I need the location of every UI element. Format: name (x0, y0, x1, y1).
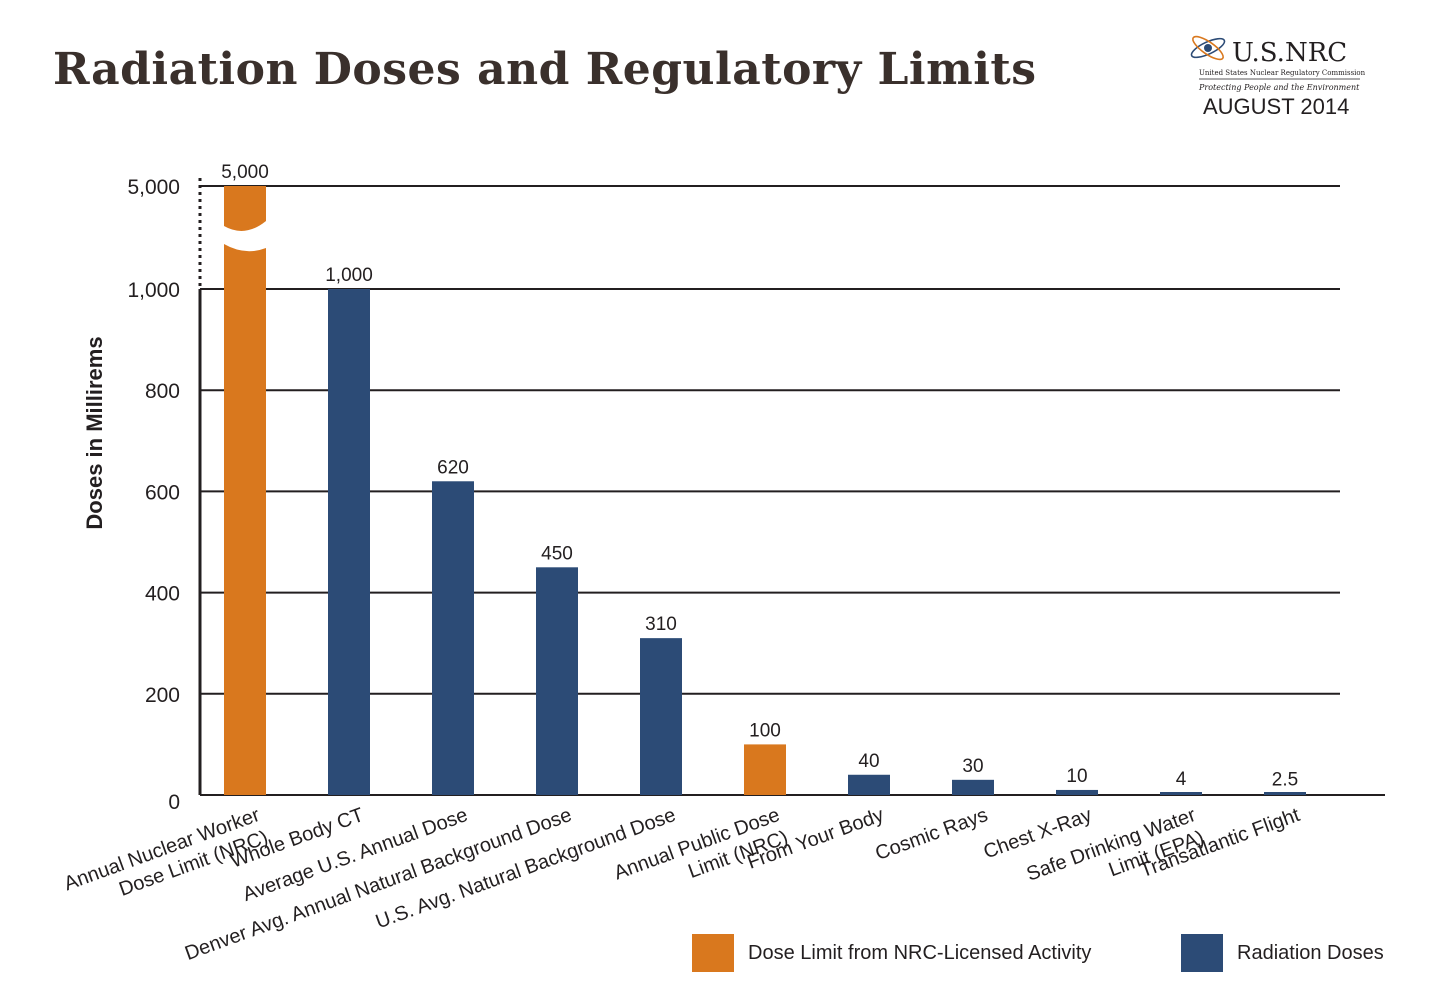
legend-swatch-dose (1181, 934, 1223, 972)
logo-date: AUGUST 2014 (1203, 94, 1349, 119)
logo-agency: United States Nuclear Regulatory Commiss… (1199, 69, 1366, 77)
value-label: 450 (541, 543, 573, 564)
bar-lower-segment (224, 244, 266, 795)
bar (1264, 792, 1306, 795)
bar (952, 779, 994, 795)
value-label: 620 (437, 457, 469, 478)
y-tick-label: 600 (145, 481, 180, 504)
logo-tagline: Protecting People and the Environment (1198, 83, 1360, 92)
y-tick-label: 1,000 (127, 279, 180, 302)
value-label: 310 (645, 614, 677, 635)
value-label: 10 (1066, 766, 1087, 787)
y-tick-label: 0 (168, 791, 180, 814)
bar (1056, 789, 1098, 795)
value-label: 40 (858, 751, 879, 772)
value-label: 2.5 (1272, 770, 1298, 791)
x-category-label: Cosmic Rays (872, 804, 990, 865)
y-tick-label: 400 (145, 583, 180, 606)
value-label: 30 (962, 756, 983, 777)
bar-upper-segment (224, 186, 266, 231)
y-axis-label: Doses in Millirems (82, 336, 107, 529)
value-label: 5,000 (221, 162, 269, 183)
gridlines (200, 185, 1340, 695)
x-category-labels: Annual Nuclear WorkerDose Limit (NRC)Who… (61, 804, 1303, 965)
bar (432, 481, 474, 795)
legend-label-dose: Radiation Doses (1237, 941, 1384, 964)
value-label: 1,000 (325, 265, 373, 286)
bar (536, 567, 578, 795)
bar (224, 186, 266, 795)
bar (640, 638, 682, 795)
value-label: 100 (749, 720, 781, 741)
logo-brand: U.S.NRC (1232, 38, 1347, 68)
bar (1160, 792, 1202, 795)
y-tick-label: 800 (145, 380, 180, 403)
atom-icon (1190, 35, 1226, 61)
nrc-logo: U.S.NRC United States Nuclear Regulatory… (1190, 35, 1366, 119)
value-labels: 5,000 1,000 620 450 310 100 40 30 10 4 2.5 (221, 162, 1298, 791)
y-tick-label: 200 (145, 684, 180, 707)
y-tick-label: 5,000 (127, 176, 180, 199)
bar (848, 774, 890, 795)
value-label: 4 (1176, 769, 1187, 790)
legend-swatch-limit (692, 934, 734, 972)
bars (224, 186, 1306, 795)
axes (198, 178, 1385, 796)
bar (328, 289, 370, 795)
bar (744, 744, 786, 795)
page-title: Radiation Doses and Regulatory Limits (53, 44, 1037, 95)
y-tick-labels: 0 200 400 600 800 1,000 5,000 (127, 176, 180, 814)
legend-label-limit: Dose Limit from NRC-Licensed Activity (748, 941, 1092, 964)
legend-item-dose: Radiation Doses (1181, 934, 1384, 972)
legend-item-limit: Dose Limit from NRC-Licensed Activity (692, 934, 1091, 972)
